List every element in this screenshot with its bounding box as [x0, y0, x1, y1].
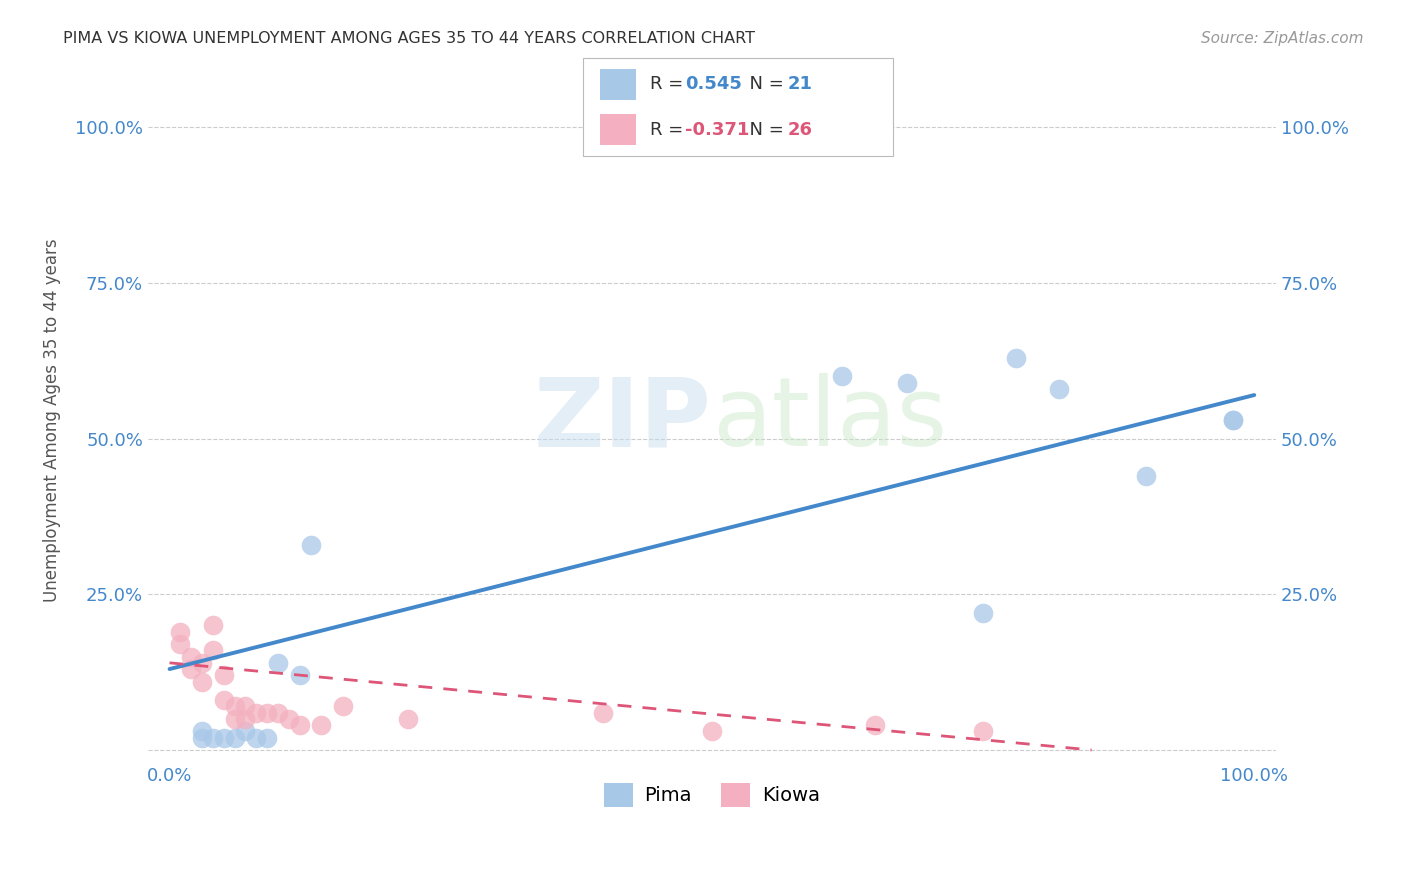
Point [831, 369, 853, 384]
Point [267, 706, 290, 720]
Point [245, 706, 267, 720]
Point [808, 120, 831, 135]
Text: -0.371: -0.371 [685, 120, 749, 138]
Point [224, 731, 246, 745]
Point [972, 724, 994, 739]
Legend: Pima, Kiowa: Pima, Kiowa [596, 775, 828, 814]
Text: 26: 26 [787, 120, 813, 138]
Point [224, 699, 246, 714]
Text: 21: 21 [787, 76, 813, 94]
Text: 0.545: 0.545 [685, 76, 741, 94]
Point [180, 662, 202, 676]
Point [700, 120, 723, 135]
Point [863, 718, 886, 732]
Point [201, 643, 224, 657]
Point [191, 724, 214, 739]
Text: N =: N = [738, 120, 790, 138]
Point [277, 712, 299, 726]
Point [700, 724, 723, 739]
Text: N =: N = [738, 76, 790, 94]
Y-axis label: Unemployment Among Ages 35 to 44 years: Unemployment Among Ages 35 to 44 years [44, 238, 60, 602]
Text: atlas: atlas [711, 374, 948, 467]
Point [1047, 382, 1070, 396]
Point [235, 712, 257, 726]
Text: ZIP: ZIP [534, 374, 711, 467]
Point [224, 712, 246, 726]
Point [212, 731, 235, 745]
Point [235, 699, 257, 714]
Text: R =: R = [650, 120, 689, 138]
Point [311, 718, 333, 732]
Point [1004, 351, 1026, 365]
Point [267, 656, 290, 670]
Point [288, 668, 311, 682]
Point [180, 649, 202, 664]
Point [1222, 413, 1244, 427]
Point [299, 537, 322, 551]
Point [169, 624, 191, 639]
Point [1222, 413, 1244, 427]
Point [592, 706, 614, 720]
Point [1135, 469, 1157, 483]
Point [245, 731, 267, 745]
Point [201, 731, 224, 745]
Point [256, 706, 278, 720]
Point [288, 718, 311, 732]
Point [191, 731, 214, 745]
Point [169, 637, 191, 651]
Point [896, 376, 918, 390]
Point [191, 674, 214, 689]
Point [212, 668, 235, 682]
Point [235, 724, 257, 739]
Point [191, 656, 214, 670]
Point [972, 606, 994, 620]
Text: PIMA VS KIOWA UNEMPLOYMENT AMONG AGES 35 TO 44 YEARS CORRELATION CHART: PIMA VS KIOWA UNEMPLOYMENT AMONG AGES 35… [63, 31, 755, 46]
Point [201, 618, 224, 632]
Text: Source: ZipAtlas.com: Source: ZipAtlas.com [1201, 31, 1364, 46]
Text: R =: R = [650, 76, 689, 94]
Point [332, 699, 354, 714]
Point [256, 731, 278, 745]
Point [212, 693, 235, 707]
Point [396, 712, 419, 726]
